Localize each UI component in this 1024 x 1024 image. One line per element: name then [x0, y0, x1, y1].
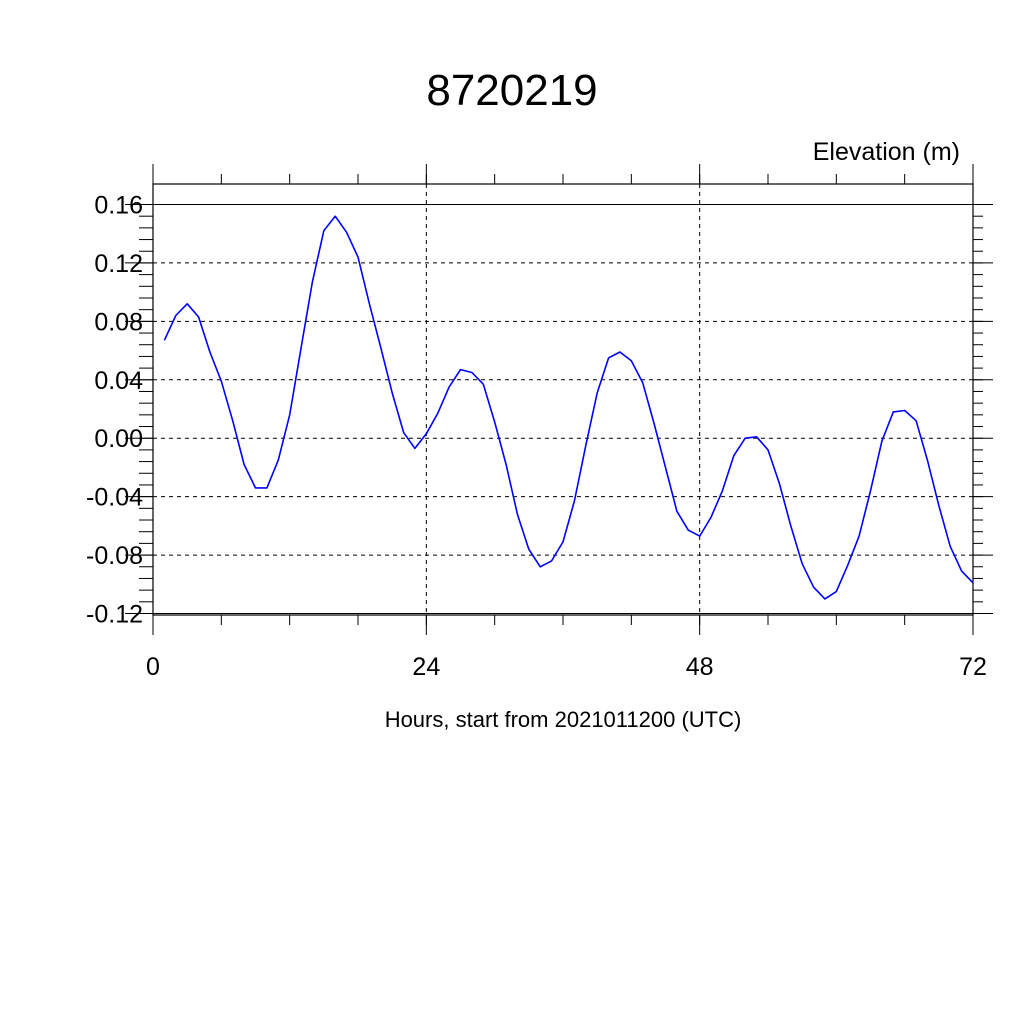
y-tick-label: -0.12: [86, 601, 143, 629]
y-tick-label: -0.08: [86, 542, 143, 570]
y-axis-label: Elevation (m): [812, 138, 960, 166]
y-tick-label: 0.00: [94, 425, 143, 453]
y-tick-label: 0.12: [94, 250, 143, 278]
grid-lines: [152, 184, 974, 615]
x-axis-label: Hours, start from 2021011200 (UTC): [384, 707, 742, 732]
chart-title: 8720219: [426, 66, 598, 115]
x-tick-label: 48: [686, 653, 714, 681]
y-tick-label: -0.04: [86, 484, 143, 512]
x-tick-label: 24: [412, 653, 440, 681]
x-tick-label: 72: [959, 653, 987, 681]
plot-frame: [152, 183, 974, 616]
tick-labels: -0.12 -0.08 -0.04 0.00 0.04 0.08 0.12 0.16 0 24 48…: [86, 192, 987, 682]
y-tick-label: 0.08: [94, 308, 143, 336]
series-line: [163, 215, 974, 600]
axis-ticks: [125, 164, 993, 635]
y-tick-label: 0.04: [94, 367, 143, 395]
y-tick-label: 0.16: [94, 192, 143, 220]
x-tick-label: 0: [146, 653, 160, 681]
